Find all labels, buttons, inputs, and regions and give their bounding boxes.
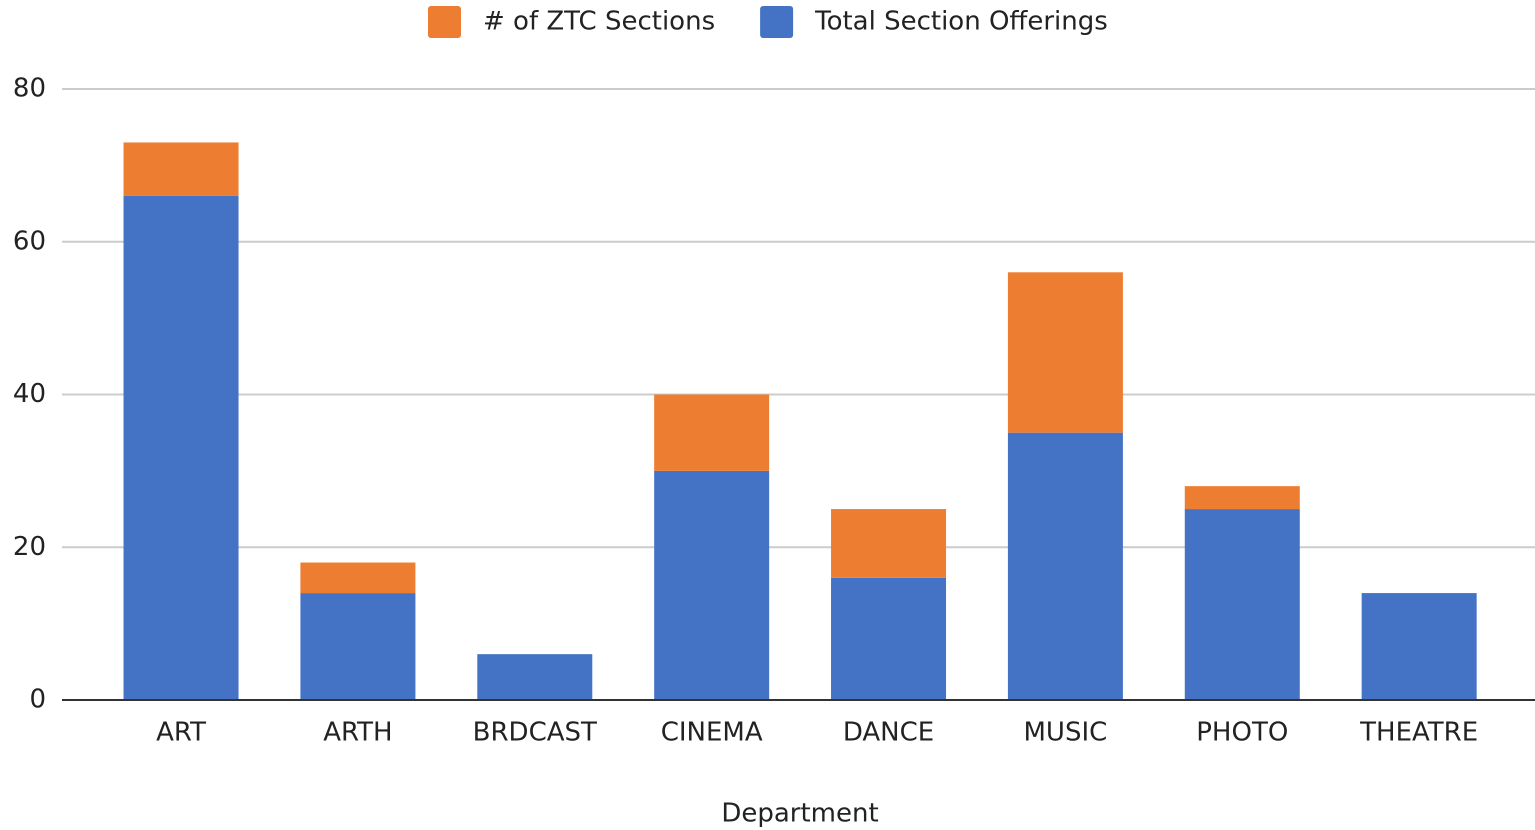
bar-segment (300, 562, 416, 594)
x-tick-label: CINEMA (661, 718, 763, 748)
x-tick-label: DANCE (843, 718, 934, 748)
x-tick-label: PHOTO (1196, 718, 1288, 748)
bar-segment (831, 509, 947, 578)
x-axis-title: Department (721, 799, 878, 829)
bar-segment (123, 195, 239, 701)
bar-segment (654, 470, 770, 700)
y-tick-label: 60 (13, 226, 46, 256)
x-tick-label: MUSIC (1024, 718, 1108, 748)
bar-segment (1007, 432, 1123, 700)
bar-segment (831, 577, 947, 700)
bar-segment (1007, 272, 1123, 433)
bar-segment (123, 142, 239, 196)
bar-segment (1361, 593, 1477, 700)
bar-segment (477, 654, 593, 700)
bar-segment (654, 394, 770, 471)
bar-segment (1184, 509, 1300, 700)
bar-segment (1184, 486, 1300, 510)
y-tick-label: 20 (13, 532, 46, 562)
x-tick-label: ARTH (323, 718, 392, 748)
y-tick-label: 80 (13, 74, 46, 104)
x-tick-label: BRDCAST (473, 718, 597, 748)
legend-label: Total Section Offerings (814, 7, 1108, 37)
legend-label: # of ZTC Sections (483, 7, 715, 37)
legend-swatch (760, 6, 794, 38)
x-tick-label: THEATRE (1359, 718, 1478, 748)
y-tick-label: 0 (29, 685, 46, 715)
x-tick-label: ART (156, 718, 206, 748)
bar-segment (300, 593, 416, 700)
y-tick-label: 40 (13, 379, 46, 409)
legend-swatch (428, 6, 461, 38)
